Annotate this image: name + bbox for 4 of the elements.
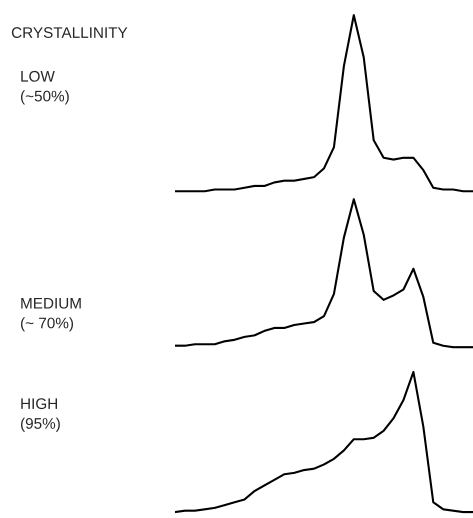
- text: CRYSTALLINITY: [12, 27, 128, 38]
- y-axis-title: HIGH (95%): [21, 398, 60, 432]
- y-axis-title: LOW (~50%): [21, 70, 69, 105]
- y-axis-title: MEDIUM (~ 70%): [21, 298, 81, 332]
